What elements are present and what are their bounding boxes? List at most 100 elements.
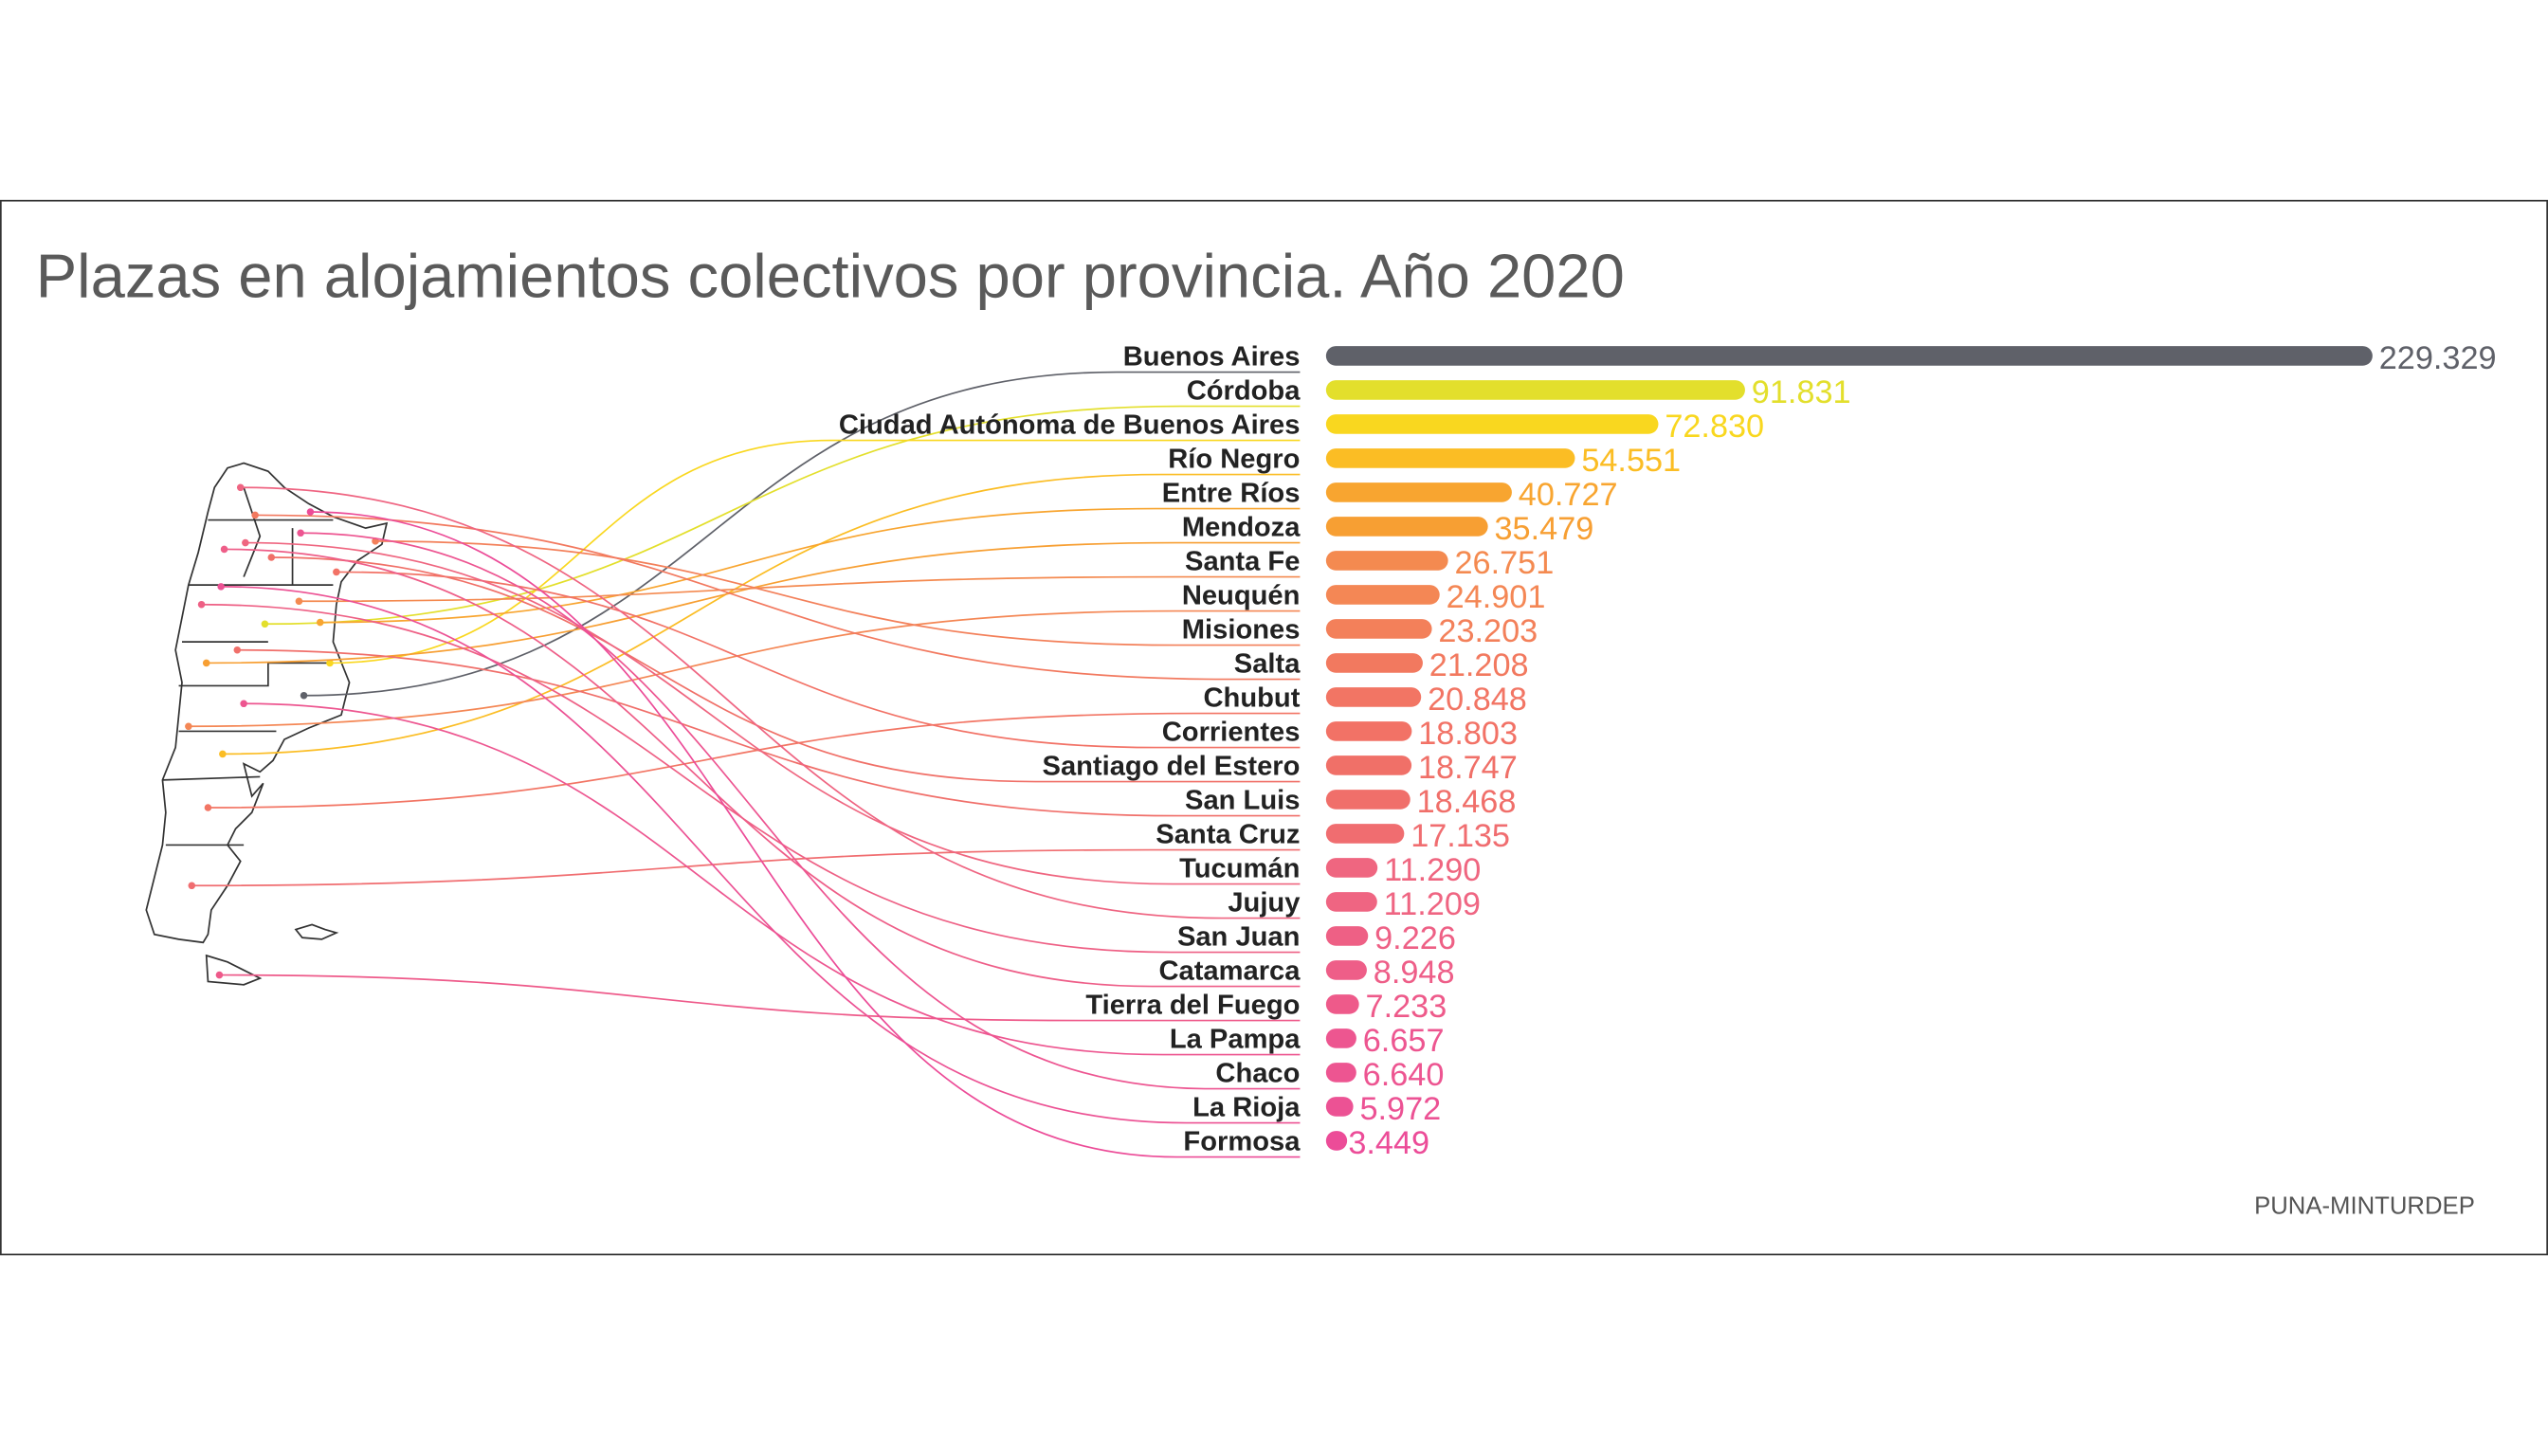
value-label: 6.657: [1363, 1023, 1445, 1059]
province-label: Santa Cruz: [1156, 820, 1300, 850]
province-link-line: [336, 571, 1301, 749]
province-link-line: [240, 486, 1301, 919]
province-point: [219, 750, 227, 758]
chart-frame: [0, 199, 2548, 1256]
province-point: [220, 545, 228, 554]
value-label: 8.948: [1374, 955, 1455, 991]
province-point: [295, 597, 303, 606]
value-label: 11.209: [1384, 886, 1481, 922]
province-label: Ciudad Autónoma de Buenos Aires: [839, 410, 1301, 441]
province-label: Misiones: [1182, 615, 1301, 646]
province-label: San Luis: [1185, 786, 1300, 816]
value-label: 24.901: [1447, 579, 1546, 615]
province-label: San Juan: [1177, 922, 1300, 953]
province-link-line: [244, 702, 1301, 1056]
province-label: Tucumán: [1179, 854, 1300, 884]
bars: [1325, 346, 2373, 1151]
value-label: 23.203: [1438, 613, 1538, 649]
value-label: 26.751: [1454, 545, 1554, 581]
province-link-line: [201, 603, 1301, 954]
province-link-line: [303, 371, 1301, 697]
province-label: Chubut: [1204, 683, 1301, 714]
value-label: 91.831: [1752, 374, 1851, 410]
province-label: La Rioja: [1192, 1093, 1301, 1123]
value-label: 9.226: [1374, 920, 1456, 956]
province-point: [215, 971, 224, 979]
province-link-line: [208, 712, 1301, 809]
province-link-line: [188, 610, 1301, 728]
chart-title: Plazas en alojamientos colectivos por pr…: [36, 242, 1625, 311]
province-label: Tierra del Fuego: [1085, 991, 1300, 1021]
province-point: [204, 804, 212, 811]
value-label: 72.830: [1665, 409, 1764, 445]
province-point: [233, 646, 242, 654]
province-links: [185, 371, 1301, 1158]
source-caption: PUNA-MINTURDEP: [2254, 1193, 2475, 1220]
province-point: [326, 659, 334, 667]
province-link-line: [222, 473, 1301, 755]
province-label: Chaco: [1215, 1059, 1300, 1089]
province-link-line: [191, 848, 1301, 887]
value-label: 18.803: [1418, 716, 1518, 752]
province-point: [242, 538, 249, 547]
malvinas-outline: [294, 923, 339, 940]
province-label: Corrientes: [1162, 718, 1301, 748]
province-point: [217, 583, 225, 591]
province-link-line: [299, 575, 1301, 603]
province-link-line: [319, 507, 1301, 624]
province-link-line: [255, 514, 1301, 681]
mainland-outline: [145, 462, 389, 944]
province-label: Formosa: [1183, 1127, 1301, 1157]
province-link-line: [224, 548, 1301, 988]
value-label: 21.208: [1429, 647, 1529, 683]
province-point: [267, 554, 276, 561]
province-link-line: [206, 541, 1301, 664]
argentina-map: [145, 462, 389, 986]
province-label: Jujuy: [1228, 888, 1301, 919]
province-point: [333, 568, 340, 576]
province-label: Santa Fe: [1185, 547, 1300, 577]
value-label: 54.551: [1581, 443, 1681, 479]
province-link-line: [310, 511, 1301, 1158]
value-label: 35.479: [1495, 511, 1594, 547]
province-point: [316, 618, 324, 627]
province-link-line: [237, 648, 1301, 817]
province-point: [261, 620, 269, 628]
province-label: Entre Ríos: [1162, 479, 1301, 509]
province-link-line: [264, 405, 1301, 626]
province-point: [197, 600, 206, 609]
province-link-line: [271, 556, 1301, 783]
value-label: 17.135: [1410, 818, 1510, 854]
province-label: La Pampa: [1170, 1025, 1301, 1055]
value-label: 18.468: [1417, 784, 1517, 820]
province-label: Mendoza: [1182, 513, 1301, 543]
province-label: Buenos Aires: [1123, 342, 1301, 373]
province-point: [251, 511, 259, 519]
province-link-line: [329, 439, 1301, 664]
province-point: [188, 882, 196, 890]
province-point: [306, 508, 315, 516]
province-point: [185, 722, 192, 731]
value-label: 11.290: [1384, 852, 1481, 888]
value-label: 7.233: [1366, 989, 1447, 1025]
province-link-line: [374, 540, 1301, 646]
value-label: 20.848: [1428, 682, 1527, 718]
province-point: [300, 691, 308, 700]
value-label: 6.640: [1363, 1057, 1445, 1093]
value-label: 40.727: [1519, 477, 1618, 513]
value-label: 3.449: [1348, 1125, 1429, 1161]
province-point: [202, 659, 210, 667]
province-link-line: [221, 586, 1301, 1124]
province-link-line: [300, 532, 1301, 1090]
province-label: Catamarca: [1158, 956, 1301, 987]
value-labels: 229.329 91.83172.83054.55140.72735.47926.…: [1348, 340, 2496, 1161]
province-link-line: [245, 541, 1301, 885]
province-label: Santiago del Estero: [1043, 752, 1301, 782]
province-label: Neuquén: [1182, 581, 1301, 611]
province-point: [297, 529, 304, 537]
province-point: [240, 700, 247, 708]
value-label: 5.972: [1359, 1091, 1441, 1127]
province-borders: [162, 487, 334, 846]
